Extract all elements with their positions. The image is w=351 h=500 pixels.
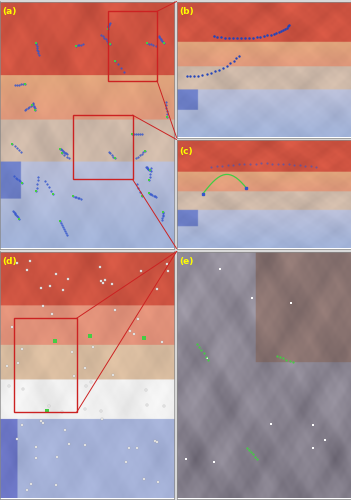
Bar (108, 12, 157, 80)
Text: (a): (a) (2, 7, 17, 16)
Text: (d): (d) (2, 257, 17, 266)
Bar (73, 115, 133, 180)
Text: (b): (b) (179, 7, 194, 16)
Bar (14, 318, 77, 412)
Text: (c): (c) (179, 147, 193, 156)
Text: (e): (e) (179, 257, 193, 266)
